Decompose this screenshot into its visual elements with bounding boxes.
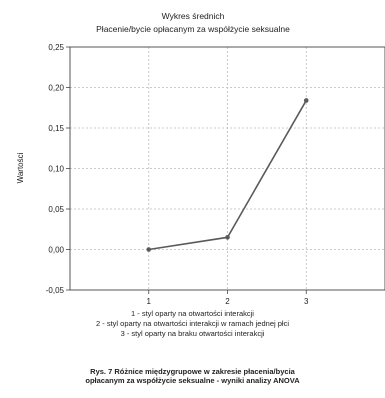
chart-subtitle: Płacenie/bycie opłacanym za współżycie s…: [96, 24, 290, 34]
legend-line-1: 1 - styl oparty na otwartości interakcji: [131, 309, 254, 318]
y-tick-label: 0,20: [48, 84, 64, 93]
y-tick-label: 0,15: [48, 124, 64, 133]
data-point: [146, 247, 152, 252]
data-point: [303, 98, 309, 103]
data-point: [225, 235, 230, 240]
x-tick-label: 1: [147, 297, 152, 306]
y-tick-label: 0,25: [48, 43, 64, 52]
legend-line-3: 3 - styl oparty na braku otwartości inte…: [120, 329, 265, 338]
chart-title: Wykres średnich: [162, 11, 225, 21]
y-tick-label: 0,00: [48, 246, 64, 255]
figure-caption-line-1: Rys. 7 Różnice międzygrupowe w zakresie …: [90, 367, 295, 376]
y-tick-label: 0,10: [48, 165, 64, 174]
y-tick-label: -0,05: [46, 286, 65, 295]
y-axis-label: Wartości: [16, 152, 25, 183]
y-tick-label: 0,05: [48, 205, 64, 214]
legend-line-2: 2 - styl oparty na otwartości interakcji…: [96, 319, 289, 328]
x-tick-label: 3: [304, 297, 309, 306]
plot-frame: [69, 46, 385, 291]
x-tick-label: 2: [225, 297, 230, 306]
figure-caption-line-2: opłacanym za współżycie seksualne - wyni…: [85, 376, 300, 385]
